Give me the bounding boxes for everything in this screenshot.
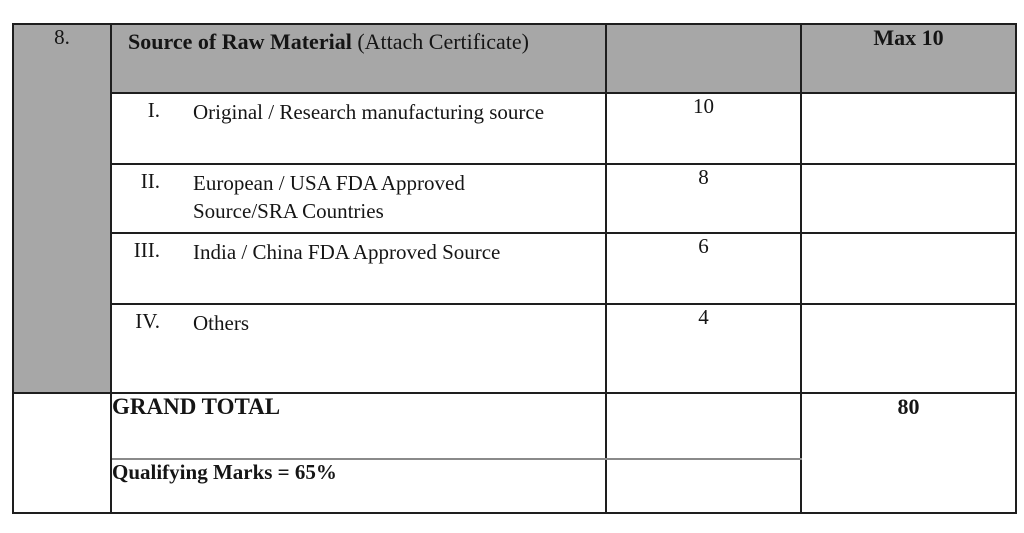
score-value: 10 [693,94,714,118]
grand-total-value: 80 [897,394,920,419]
qualifying-marks-label: Qualifying Marks = 65% [112,460,337,484]
grand-total-row: GRAND TOTAL 80 [12,392,1017,514]
score-cell: 6 [605,232,802,305]
score-cell: 10 [605,92,802,165]
grand-total-label-cell: GRAND TOTAL [110,392,607,460]
qualifying-marks-label-cell: Qualifying Marks = 65% [110,458,607,514]
max-marks-cell: Max 10 [800,23,1017,94]
row-number: 8. [54,25,70,49]
criterion-text: Others [193,311,249,335]
score-cell: 8 [605,163,802,234]
criterion-row-1: I. Original / Research manufacturing sou… [13,92,1017,165]
criterion-text: India / China FDA Approved Source [193,240,501,264]
marks-entry-cell [800,232,1017,305]
qualifying-score-cell [605,458,802,514]
criterion-cell: III. India / China FDA Approved Source [110,232,607,305]
footer-number-cell [12,392,112,514]
criterion-numeral: II. [140,169,160,193]
section-title: Source of Raw Material [128,29,352,54]
score-value: 8 [698,165,709,189]
criterion-cell: IV. Others [110,303,607,394]
marks-entry-cell [800,92,1017,165]
score-value: 6 [698,234,709,258]
criterion-cell: I. Original / Research manufacturing sou… [110,92,607,165]
criterion-numeral: III. [133,238,160,262]
criterion-row-4: IV. Others 4 [13,303,1017,394]
score-header-cell [605,23,802,94]
criterion-text: Original / Research manufacturing source [193,100,545,124]
grand-total-label: GRAND TOTAL [112,394,281,419]
score-value: 4 [698,305,709,329]
criterion-numeral: IV. [135,309,160,333]
criterion-row-2: II. European / USA FDA Approved Source/S… [13,163,1017,234]
grand-total-score-cell [605,392,802,460]
marks-entry-cell [800,163,1017,234]
score-cell: 4 [605,303,802,394]
marks-entry-cell [800,303,1017,394]
evaluation-table: 8. Source of Raw Material (Attach Certif… [12,23,1017,514]
criterion-cell: II. European / USA FDA Approved Source/S… [110,163,607,234]
grand-total-value-cell: 80 [800,392,1017,514]
qualifying-marks-row: Qualifying Marks = 65% [13,458,1016,514]
section-title-note: (Attach Certificate) [351,29,529,54]
criterion-numeral: I. [147,98,160,122]
section-title-cell: Source of Raw Material (Attach Certifica… [110,23,607,94]
row-number-cell: 8. [12,23,112,394]
criterion-row-3: III. India / China FDA Approved Source 6 [13,232,1017,305]
criterion-text: European / USA FDA Approved Source/SRA C… [193,171,465,224]
max-marks-label: Max 10 [873,25,944,50]
section-header-row: 8. Source of Raw Material (Attach Certif… [12,23,1017,394]
